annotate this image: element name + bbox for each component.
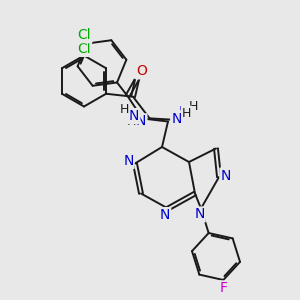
Text: N: N [123, 154, 134, 168]
Text: H: H [120, 103, 129, 116]
Text: N: N [194, 208, 205, 221]
Text: Cl: Cl [77, 42, 91, 56]
Text: N: N [171, 112, 182, 125]
Text: N: N [179, 105, 189, 119]
Text: N: N [129, 109, 139, 123]
Text: O: O [134, 64, 146, 78]
Text: H: H [182, 106, 191, 120]
Text: N: N [160, 208, 170, 222]
Text: H: H [126, 115, 136, 128]
Text: Cl: Cl [78, 28, 92, 42]
Text: N: N [220, 169, 231, 182]
Text: N: N [136, 114, 146, 128]
Text: H: H [189, 100, 198, 113]
Text: O: O [136, 64, 147, 78]
Text: F: F [219, 281, 227, 296]
